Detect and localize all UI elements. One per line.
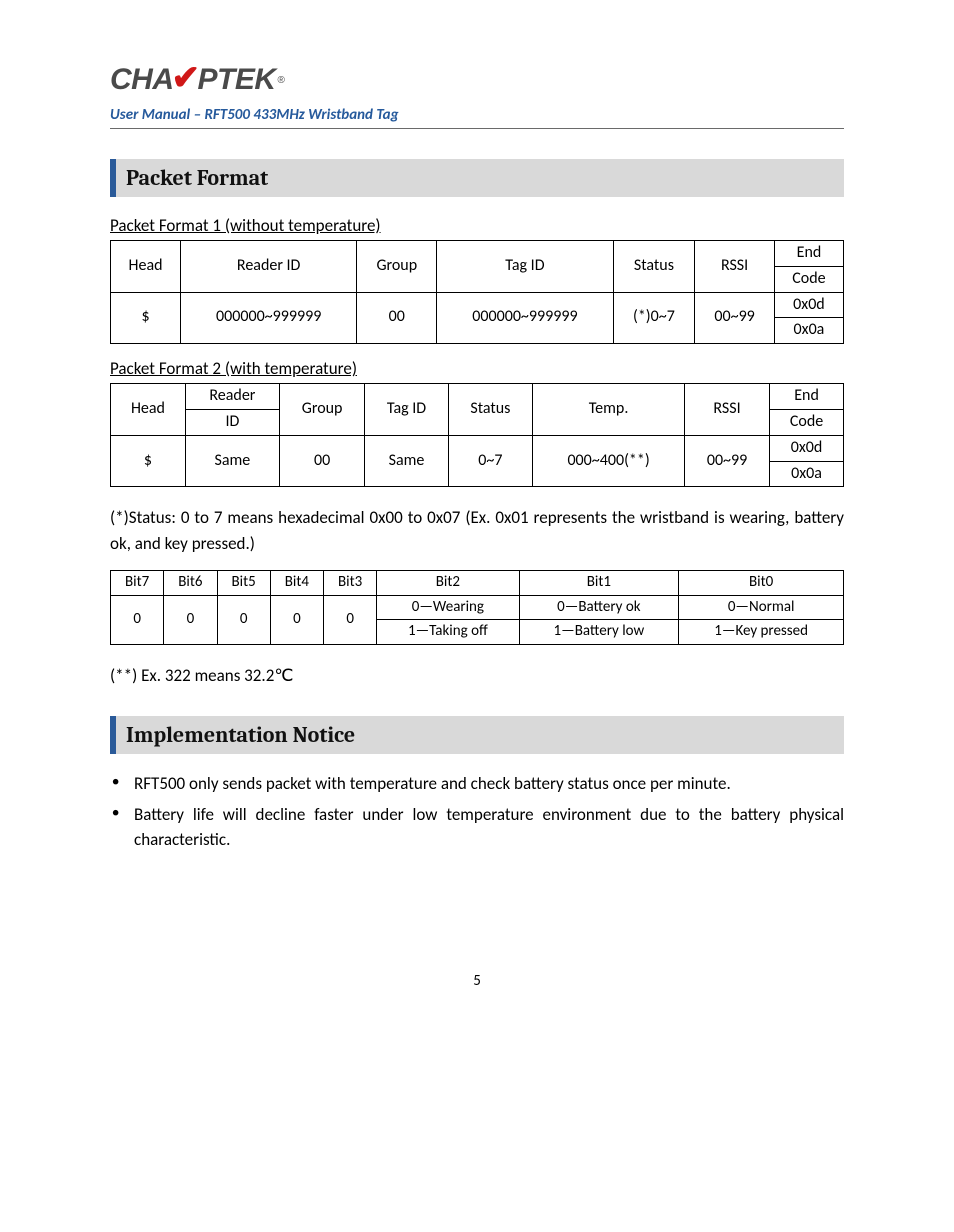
th-tag-id: Tag ID xyxy=(437,241,613,293)
logo: CHA✔PTEK® xyxy=(110,60,844,100)
bit7-v: 0 xyxy=(111,595,164,644)
bit4-v: 0 xyxy=(270,595,323,644)
cell2-head: $ xyxy=(111,435,186,487)
caption-packet-format-1: Packet Format 1 (without temperature) xyxy=(110,215,844,236)
th2-id: ID xyxy=(185,409,279,435)
cell2-end-0x0a: 0x0a xyxy=(770,461,844,487)
bit2-h: Bit2 xyxy=(377,571,519,596)
logo-registered: ® xyxy=(278,75,285,86)
bit3-v: 0 xyxy=(324,595,377,644)
bit6-h: Bit6 xyxy=(164,571,217,596)
cell2-group: 00 xyxy=(279,435,365,487)
bit1-0: 0—Battery ok xyxy=(519,595,679,620)
th2-rssi: RSSI xyxy=(684,384,769,436)
logo-text-right: PTEK xyxy=(198,63,276,97)
bit0-h: Bit0 xyxy=(679,571,844,596)
cell-status: (*)0~7 xyxy=(613,292,695,344)
temp-note: (**) Ex. 322 means 32.2℃ xyxy=(110,663,844,689)
bit0-0: 0—Normal xyxy=(679,595,844,620)
cell2-reader: Same xyxy=(185,435,279,487)
cell-reader-id: 000000~999999 xyxy=(181,292,357,344)
implementation-bullets: RFT500 only sends packet with temperatur… xyxy=(110,772,844,852)
cell2-end-0x0d: 0x0d xyxy=(770,435,844,461)
th-group: Group xyxy=(357,241,437,293)
status-explanation: (*)Status: 0 to 7 means hexadecimal 0x00… xyxy=(110,505,844,556)
bit1-1: 1—Battery low xyxy=(519,620,679,645)
th2-tagid: Tag ID xyxy=(365,384,448,436)
bit5-v: 0 xyxy=(217,595,270,644)
logo-text-left: CHA xyxy=(110,63,174,97)
cell2-status: 0~7 xyxy=(448,435,533,487)
table-packet-format-2: Head Reader Group Tag ID Status Temp. RS… xyxy=(110,383,844,487)
cell2-rssi: 00~99 xyxy=(684,435,769,487)
table-bits: Bit7 Bit6 Bit5 Bit4 Bit3 Bit2 Bit1 Bit0 … xyxy=(110,570,844,645)
th2-status: Status xyxy=(448,384,533,436)
cell-rssi: 00~99 xyxy=(695,292,775,344)
bit3-h: Bit3 xyxy=(324,571,377,596)
th-status: Status xyxy=(613,241,695,293)
th-rssi: RSSI xyxy=(695,241,775,293)
bit2-1: 1—Taking off xyxy=(377,620,519,645)
cell-end-0x0a: 0x0a xyxy=(774,318,843,344)
th2-code: Code xyxy=(770,409,844,435)
bit6-v: 0 xyxy=(164,595,217,644)
cell-end-0x0d: 0x0d xyxy=(774,292,843,318)
th-reader-id: Reader ID xyxy=(181,241,357,293)
logo-check-icon: ✔ xyxy=(172,58,200,98)
bit5-h: Bit5 xyxy=(217,571,270,596)
bit2-0: 0—Wearing xyxy=(377,595,519,620)
page-number: 5 xyxy=(110,972,844,990)
th2-temp: Temp. xyxy=(533,384,685,436)
manual-subtitle: User Manual – RFT500 433MHz Wristband Ta… xyxy=(110,106,844,124)
table-packet-format-1: Head Reader ID Group Tag ID Status RSSI … xyxy=(110,240,844,344)
cell-tag-id: 000000~999999 xyxy=(437,292,613,344)
cell2-temp: 000~400(**) xyxy=(533,435,685,487)
cell-group: 00 xyxy=(357,292,437,344)
bullet-2: Battery life will decline faster under l… xyxy=(134,803,844,852)
caption-packet-format-2: Packet Format 2 (with temperature) xyxy=(110,358,844,379)
th2-head: Head xyxy=(111,384,186,436)
cell-head: $ xyxy=(111,292,181,344)
cell2-tagid: Same xyxy=(365,435,448,487)
th-head: Head xyxy=(111,241,181,293)
bit0-1: 1—Key pressed xyxy=(679,620,844,645)
bullet-1: RFT500 only sends packet with temperatur… xyxy=(134,772,844,797)
bit1-h: Bit1 xyxy=(519,571,679,596)
th2-end: End xyxy=(770,384,844,410)
section-packet-format: Packet Format xyxy=(110,159,844,197)
th-code: Code xyxy=(774,266,843,292)
section-implementation-notice: Implementation Notice xyxy=(110,716,844,754)
bit4-h: Bit4 xyxy=(270,571,323,596)
bit7-h: Bit7 xyxy=(111,571,164,596)
th2-group: Group xyxy=(279,384,365,436)
th2-reader: Reader xyxy=(185,384,279,410)
th-end: End xyxy=(774,241,843,267)
header-divider xyxy=(110,128,844,129)
